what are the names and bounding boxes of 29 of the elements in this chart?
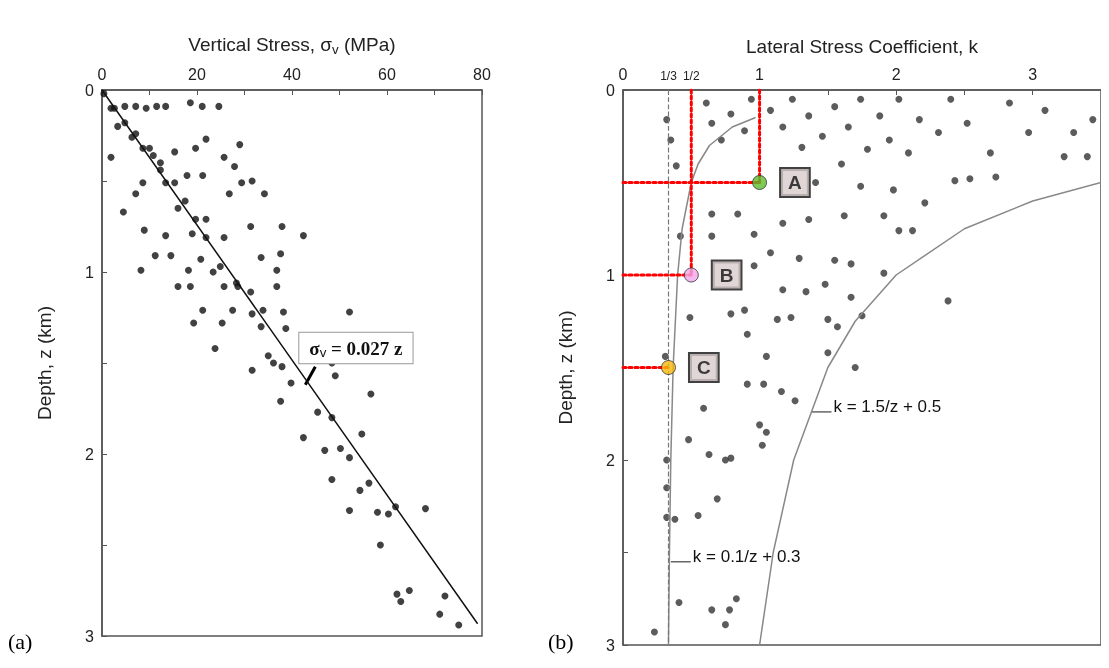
y-tick-label: 2 — [606, 451, 616, 469]
x-tick-label: 60 — [378, 65, 396, 83]
y-axis-title: Depth, z (km) — [34, 305, 55, 421]
series-label: C — [696, 357, 711, 378]
y-tick-label: 1 — [85, 263, 95, 281]
y-tick-label: 0 — [606, 81, 616, 99]
x-tick-label: 0 — [618, 65, 628, 83]
x-tick-label: 1/2 — [682, 69, 700, 83]
x-tick-label: 20 — [188, 65, 206, 83]
x-tick-label: 2 — [891, 65, 901, 83]
x-tick-label: 40 — [283, 65, 301, 83]
y-tick-label: 3 — [606, 636, 616, 654]
x-tick-label: 0 — [97, 65, 107, 83]
annotation: k = 0.1/z + 0.3 — [692, 546, 801, 566]
annotation: k = 1.5/z + 0.5 — [833, 396, 942, 416]
y-tick-label: 3 — [85, 627, 95, 645]
series-label: A — [788, 172, 803, 193]
y-tick-label: 1 — [606, 266, 616, 284]
y-axis-title: Depth, z (km) — [555, 310, 576, 425]
x-tick-label: 1 — [755, 65, 765, 83]
y-tick-label: 2 — [85, 445, 95, 463]
x-tick-label: 3 — [1028, 65, 1038, 83]
text: (b) — [548, 628, 574, 654]
x-tick-label: 1/3 — [660, 69, 678, 83]
x-axis-title: Lateral Stress Coefficient, k — [746, 36, 979, 57]
series-label: B — [719, 264, 734, 286]
x-tick-label: 80 — [473, 65, 491, 83]
y-tick-label: 0 — [85, 81, 95, 99]
text: (a) — [8, 628, 33, 654]
